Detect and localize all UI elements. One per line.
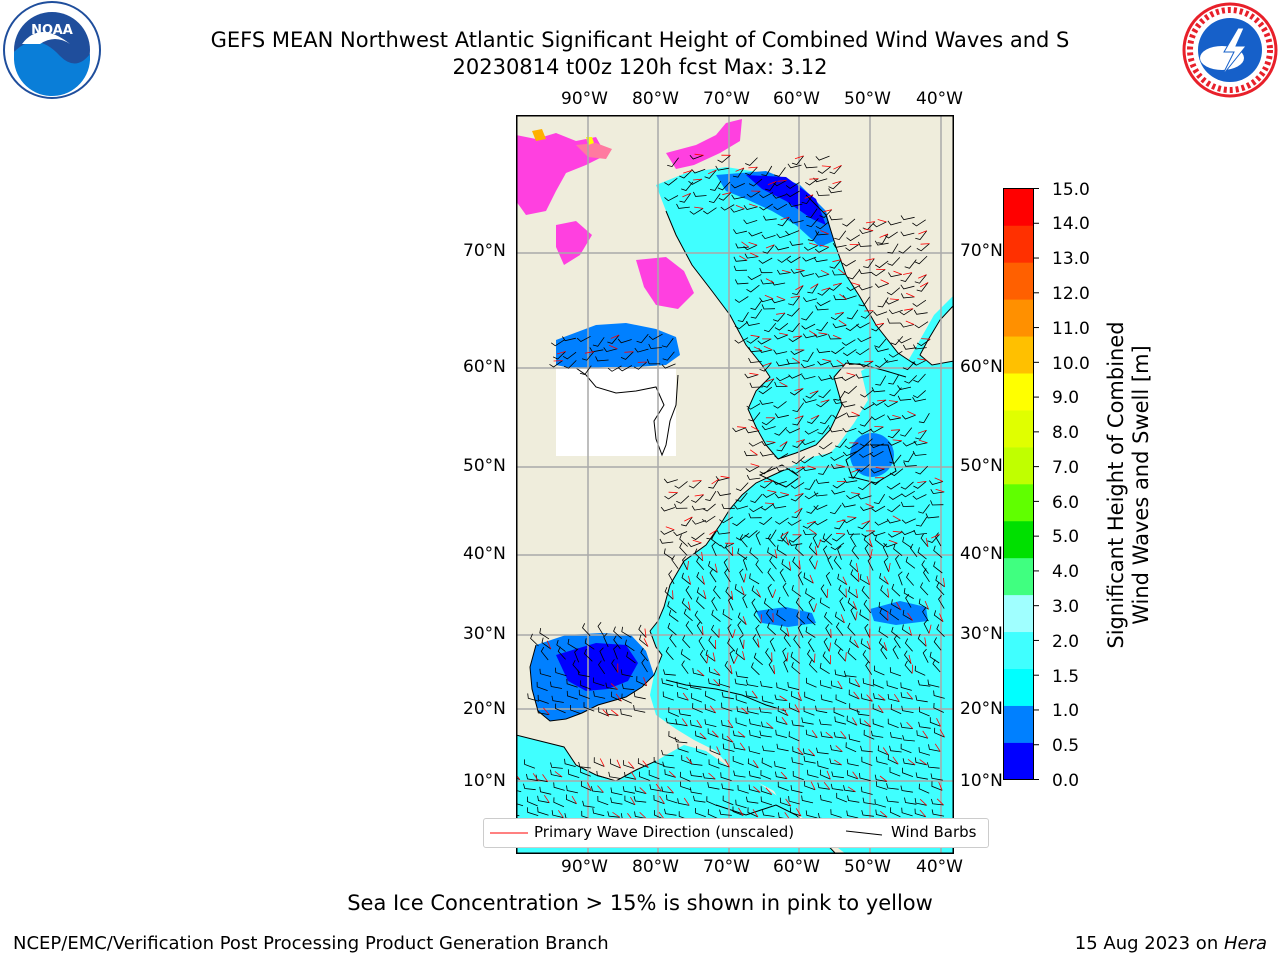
lat-label-left: 20°N	[463, 699, 506, 719]
colorbar-segment	[1004, 632, 1034, 669]
barb-legend-label: Wind Barbs	[891, 823, 976, 841]
lon-label-top: 90°W	[561, 89, 608, 109]
lat-label-right: 20°N	[960, 699, 1003, 719]
lat-label-left: 60°N	[463, 357, 506, 377]
lat-label-left: 50°N	[463, 456, 506, 476]
colorbar-tick: 0.0	[1052, 771, 1079, 791]
colorbar-segment	[1004, 336, 1034, 373]
colorbar-segment	[1004, 262, 1034, 299]
lon-label-bottom: 90°W	[561, 857, 608, 877]
colorbar-segment	[1004, 706, 1034, 743]
lon-label-top: 70°W	[703, 89, 750, 109]
wave-arrow	[858, 573, 859, 582]
lat-label-left: 30°N	[463, 624, 506, 644]
colorbar-label-line2: Wind Waves and Swell [m]	[1129, 285, 1154, 685]
colorbar-tick: 4.0	[1052, 562, 1079, 582]
colorbar-tick: 14.0	[1052, 214, 1090, 234]
colorbar-segment	[1004, 521, 1034, 558]
colorbar-tick: 13.0	[1052, 249, 1090, 269]
lon-label-top: 80°W	[632, 89, 679, 109]
lon-label-top: 50°W	[844, 89, 891, 109]
colorbar-tick: 15.0	[1052, 180, 1090, 200]
colorbar-segment	[1004, 558, 1034, 595]
lat-label-right: 40°N	[960, 544, 1003, 564]
colorbar-tick: 3.0	[1052, 597, 1079, 617]
colorbar-tick: 6.0	[1052, 493, 1079, 513]
footer-credit: NCEP/EMC/Verification Post Processing Pr…	[13, 933, 609, 954]
lat-label-right: 30°N	[960, 624, 1003, 644]
lon-label-bottom: 40°W	[916, 857, 963, 877]
wave-legend-label: Primary Wave Direction (unscaled)	[534, 823, 794, 841]
colorbar-segment	[1004, 447, 1034, 484]
lon-label-top: 60°W	[773, 89, 820, 109]
colorbar-tick: 1.5	[1052, 667, 1079, 687]
colorbar-tick: 12.0	[1052, 284, 1090, 304]
colorbar-tick: 1.0	[1052, 701, 1079, 721]
wave-legend-line-icon	[490, 832, 530, 836]
colorbar-segment	[1004, 669, 1034, 706]
colorbar-label-line1: Significant Height of Combined	[1104, 285, 1129, 685]
colorbar-segment	[1004, 410, 1034, 447]
lat-label-right: 10°N	[960, 771, 1003, 791]
footer-machine: Hera	[1224, 933, 1267, 954]
lon-label-top: 40°W	[916, 89, 963, 109]
map-subtitle: 20230814 t00z 120h fcst Max: 3.12	[0, 55, 1280, 79]
colorbar-tick: 0.5	[1052, 736, 1079, 756]
lat-label-right: 60°N	[960, 357, 1003, 377]
lat-label-right: 70°N	[960, 241, 1003, 261]
map-legend: Primary Wave Direction (unscaled) Wind B…	[483, 818, 989, 848]
lat-label-left: 40°N	[463, 544, 506, 564]
wave-arrow	[831, 629, 832, 638]
colorbar-segment	[1004, 373, 1034, 410]
footer-date-text: 15 Aug 2023 on	[1075, 933, 1224, 954]
barb-legend-line-icon	[846, 830, 886, 836]
colorbar-tick: 7.0	[1052, 458, 1079, 478]
wave-arrow	[761, 614, 762, 623]
map-panel	[516, 115, 954, 854]
sea-ice-note: Sea Ice Concentration > 15% is shown in …	[0, 891, 1280, 915]
colorbar-segment	[1004, 484, 1034, 521]
colorbar	[1003, 188, 1053, 782]
footer-date: 15 Aug 2023 on Hera	[1075, 933, 1267, 954]
lat-label-left: 10°N	[463, 771, 506, 791]
colorbar-tick: 10.0	[1052, 354, 1090, 374]
lon-label-bottom: 80°W	[632, 857, 679, 877]
colorbar-segment	[1004, 743, 1034, 780]
lon-label-bottom: 60°W	[773, 857, 820, 877]
colorbar-segment	[1004, 225, 1034, 262]
colorbar-segment	[1004, 189, 1034, 226]
colorbar-tick: 8.0	[1052, 423, 1079, 443]
lat-label-left: 70°N	[463, 241, 506, 261]
colorbar-tick: 9.0	[1052, 388, 1079, 408]
lon-label-bottom: 70°W	[703, 857, 750, 877]
colorbar-tick: 5.0	[1052, 527, 1079, 547]
wave-arrow	[732, 547, 733, 556]
map-title: GEFS MEAN Northwest Atlantic Significant…	[0, 28, 1280, 52]
lon-label-bottom: 50°W	[844, 857, 891, 877]
lat-label-right: 50°N	[960, 456, 1003, 476]
colorbar-tick: 2.0	[1052, 632, 1079, 652]
colorbar-segment	[1004, 595, 1034, 632]
colorbar-tick: 11.0	[1052, 319, 1090, 339]
colorbar-segment	[1004, 299, 1034, 336]
